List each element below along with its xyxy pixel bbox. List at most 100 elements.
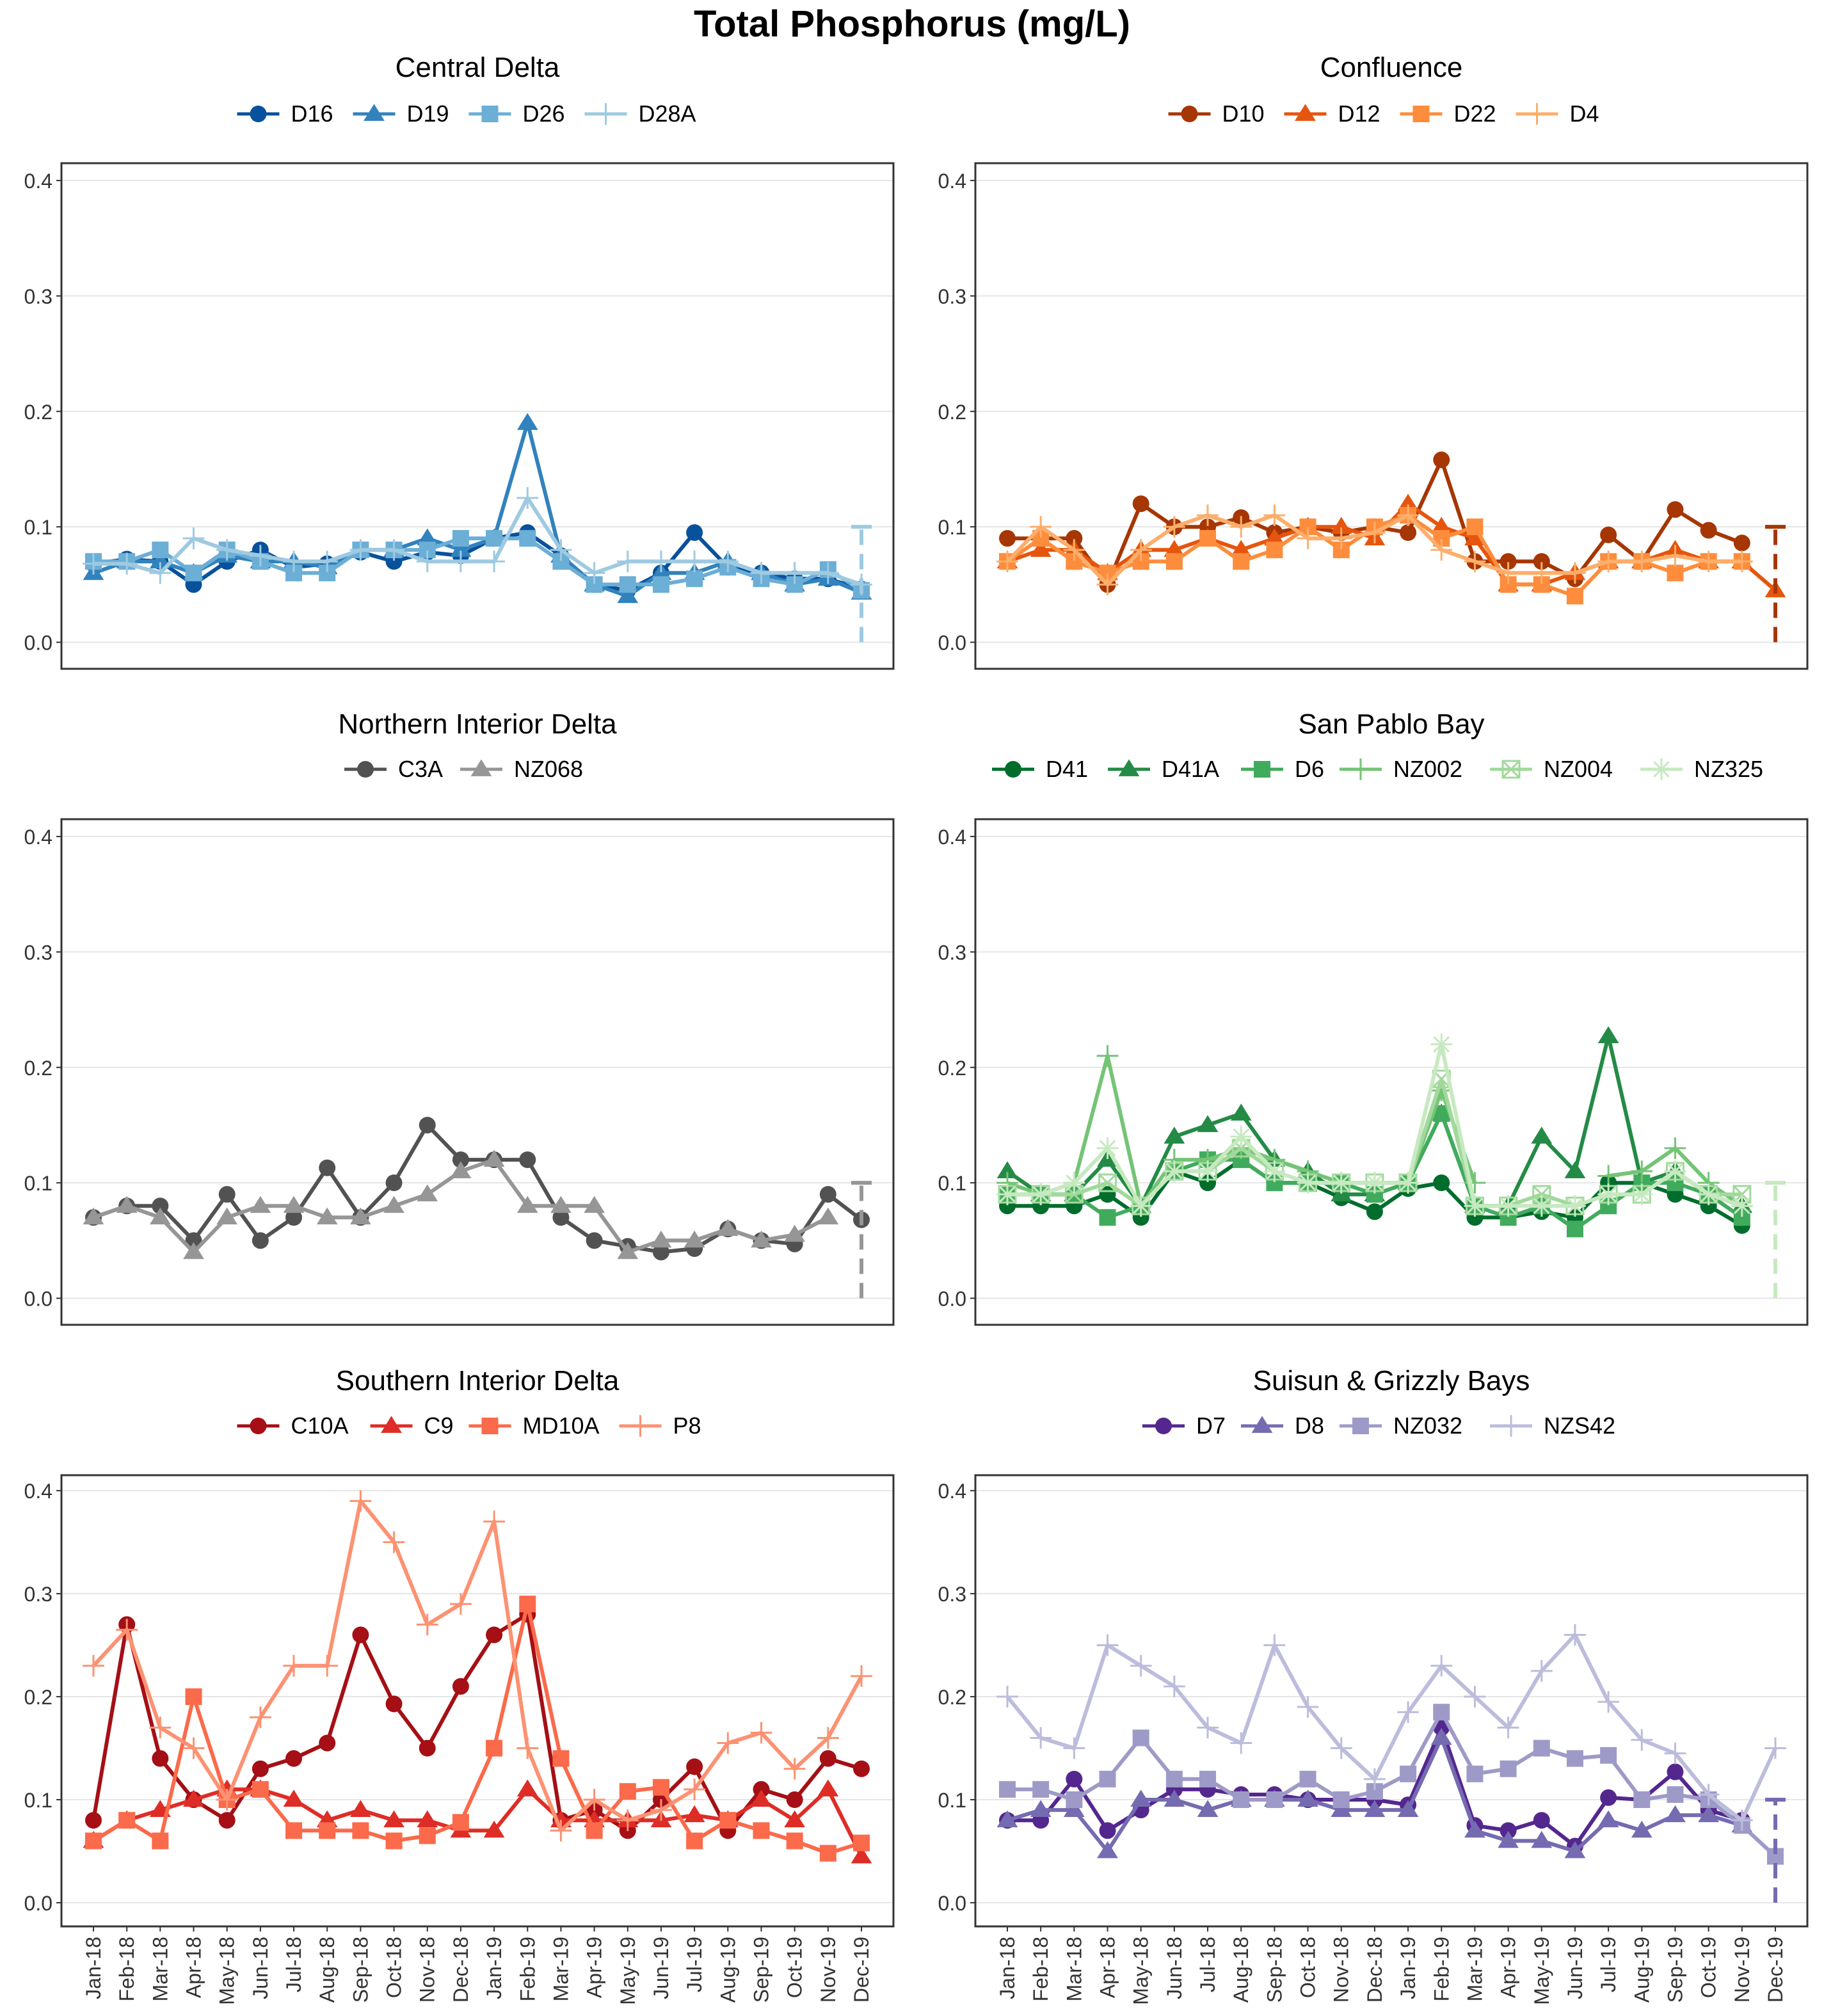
data-point — [483, 1510, 505, 1533]
data-point — [1566, 1220, 1583, 1238]
legend-label: D19 — [407, 100, 449, 127]
data-point — [817, 1779, 839, 1796]
data-point — [652, 1244, 669, 1261]
x-tick-label: Mar-18 — [148, 1937, 172, 2001]
data-point — [285, 1750, 303, 1767]
data-point — [152, 1750, 169, 1767]
data-point — [1030, 1183, 1052, 1206]
x-tick-label: Mar-19 — [1463, 1937, 1486, 2001]
data-point — [249, 545, 271, 567]
series-line — [93, 1123, 863, 1254]
data-point — [316, 550, 339, 573]
data-point — [1330, 1737, 1352, 1759]
data-point — [1097, 1841, 1118, 1859]
x-tick-label: May-19 — [616, 1937, 639, 2005]
x-tick-label: Oct-19 — [783, 1937, 806, 1998]
data-point — [183, 1242, 204, 1260]
data-point — [1664, 545, 1686, 567]
legend-item: NZ325 — [1640, 756, 1763, 782]
y-tick-label: 0.2 — [938, 401, 966, 424]
data-point — [1063, 1172, 1085, 1194]
data-point — [1597, 1691, 1620, 1713]
y-tick-label: 0.1 — [24, 1172, 52, 1195]
data-point — [1397, 493, 1419, 511]
data-point — [1364, 1800, 1386, 1818]
legend: D10 D12 D22 D4 — [1168, 100, 1599, 127]
x-tick-label: Dec-19 — [1764, 1937, 1787, 2003]
data-point — [419, 1740, 436, 1757]
legend-marker-icon — [1295, 104, 1316, 121]
x-tick-label: Dec-18 — [1363, 1937, 1386, 2003]
legend-marker-icon — [1501, 760, 1521, 779]
data-point — [686, 1832, 703, 1850]
data-point — [1667, 1763, 1684, 1780]
data-point — [149, 562, 172, 584]
y-tick-label: 0.0 — [938, 632, 966, 655]
panel-border — [60, 1474, 895, 1928]
legend: D41 D41A D6 NZ002 NZ004 NZ325 — [992, 756, 1763, 782]
data-point — [383, 1531, 405, 1553]
data-point — [652, 576, 669, 593]
series-line — [92, 1499, 863, 1833]
data-point — [1099, 1770, 1116, 1788]
y-tick-label: 0.3 — [24, 941, 52, 964]
x-tick-label: Jul-19 — [1597, 1937, 1620, 1992]
data-point — [1697, 1784, 1720, 1805]
data-point — [684, 1805, 705, 1823]
y-tick-label: 0.2 — [24, 1057, 52, 1080]
data-point — [483, 550, 505, 573]
data-point — [650, 1799, 672, 1821]
y-tick-label: 0.2 — [24, 401, 52, 424]
data-point — [285, 1822, 303, 1839]
data-point — [1697, 1183, 1720, 1206]
y-tick-label: 0.3 — [938, 941, 966, 964]
data-point — [185, 1688, 202, 1706]
data-point — [1264, 528, 1285, 546]
data-point — [85, 1812, 102, 1829]
x-tick-label: Jun-18 — [249, 1937, 272, 1999]
data-point — [349, 1490, 372, 1512]
panel-border — [974, 1474, 1809, 1928]
data-point — [1364, 522, 1386, 544]
data-point — [1032, 1780, 1050, 1798]
legend-label: D41A — [1162, 756, 1219, 782]
data-point — [1698, 1805, 1720, 1823]
data-point — [1530, 1660, 1553, 1682]
data-point — [1197, 1800, 1219, 1818]
data-point — [1197, 1160, 1219, 1183]
x-tick-label: Oct-19 — [1697, 1937, 1720, 1998]
data-point — [717, 550, 739, 573]
data-point — [650, 550, 672, 573]
data-point — [252, 1780, 269, 1798]
data-point — [452, 1677, 469, 1695]
legend-label: NZ032 — [1393, 1412, 1462, 1439]
data-point — [1664, 1137, 1686, 1159]
series-nzs42 — [996, 1624, 1786, 1832]
data-point — [383, 1196, 404, 1213]
data-point — [516, 1737, 539, 1759]
data-point — [1631, 1729, 1653, 1751]
data-point — [750, 1722, 772, 1744]
data-point — [1631, 550, 1653, 573]
data-point — [385, 1695, 403, 1713]
data-point — [452, 1814, 469, 1831]
y-tick-label: 0.4 — [938, 826, 966, 849]
legend-marker-icon — [1181, 106, 1198, 122]
y-tick-label: 0.0 — [24, 1892, 52, 1915]
data-point — [1464, 1820, 1485, 1838]
data-point — [1564, 1161, 1586, 1179]
data-point — [851, 1846, 872, 1864]
data-point — [1497, 1195, 1519, 1217]
data-point — [218, 1812, 236, 1829]
data-point — [1130, 539, 1152, 561]
data-point — [519, 530, 536, 547]
legend-marker-icon — [1251, 1416, 1273, 1433]
x-tick-label: Mar-19 — [549, 1937, 572, 2001]
legend-item: D16 — [237, 100, 333, 127]
data-point — [519, 1151, 536, 1169]
legend-item: NZ032 — [1340, 1412, 1462, 1439]
x-tick-label: Jul-18 — [282, 1937, 305, 1992]
data-point — [1297, 527, 1319, 550]
data-point — [1700, 522, 1717, 539]
